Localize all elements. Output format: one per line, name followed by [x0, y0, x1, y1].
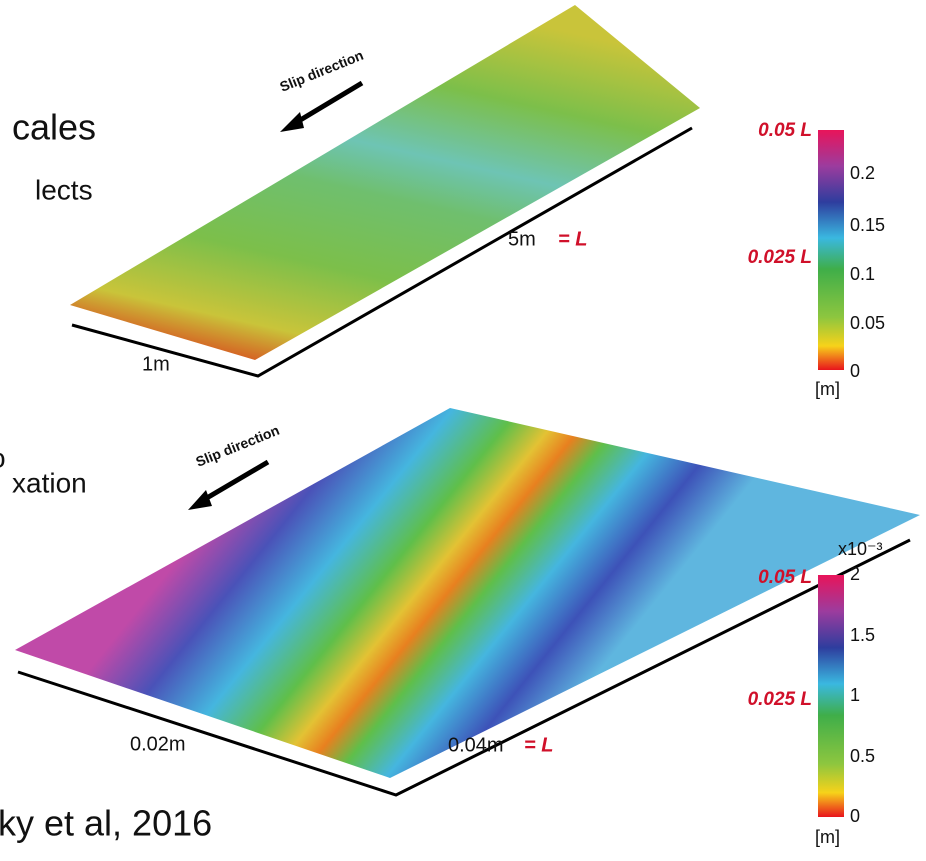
slide-text: ky et al, 2016 [0, 803, 212, 844]
arrow-head [188, 490, 212, 510]
slide-text: cales [12, 107, 96, 148]
tick-label: 1.5 [850, 625, 875, 645]
arrow-head [280, 112, 304, 132]
base-edge [17, 538, 911, 797]
length-label: 0.04m [448, 734, 504, 756]
arrow [290, 80, 364, 128]
slide-text: o [0, 442, 6, 473]
multiplier: x10⁻³ [838, 539, 883, 559]
tick-label: 0 [850, 806, 860, 826]
arrow [198, 459, 270, 505]
unit: [m] [815, 379, 840, 399]
tick-label: 0.2 [850, 163, 875, 183]
slide-text: xation [12, 467, 87, 498]
colorbar-ticks: 0.2 0.15 0.1 0.05 0 [m] [815, 163, 885, 399]
tick-label: 2 [850, 564, 860, 584]
length-label: 5m [508, 228, 536, 250]
width-label: 0.02m [130, 733, 186, 755]
surface [70, 5, 700, 360]
tick-label: 0.1 [850, 264, 875, 284]
marker-label: 0.05 L [758, 567, 812, 588]
slide-text: lects [35, 174, 93, 205]
marker-label: 0.025 L [748, 689, 812, 710]
arrow-label: Slip direction [193, 422, 281, 470]
base-edge [71, 126, 693, 378]
length-eq: = L [524, 734, 553, 756]
unit: [m] [815, 827, 840, 847]
tick-label: 0.15 [850, 215, 885, 235]
tick-label: 0 [850, 361, 860, 381]
tick-label: 1 [850, 685, 860, 705]
surface [15, 408, 920, 778]
colorbar [818, 575, 844, 817]
colorbar [818, 130, 844, 370]
marker-label: 0.025 L [748, 247, 812, 268]
length-eq: = L [558, 228, 587, 250]
tick-label: 0.05 [850, 313, 885, 333]
tick-label: 0.5 [850, 746, 875, 766]
width-label: 1m [142, 353, 170, 375]
marker-label: 0.05 L [758, 120, 812, 141]
